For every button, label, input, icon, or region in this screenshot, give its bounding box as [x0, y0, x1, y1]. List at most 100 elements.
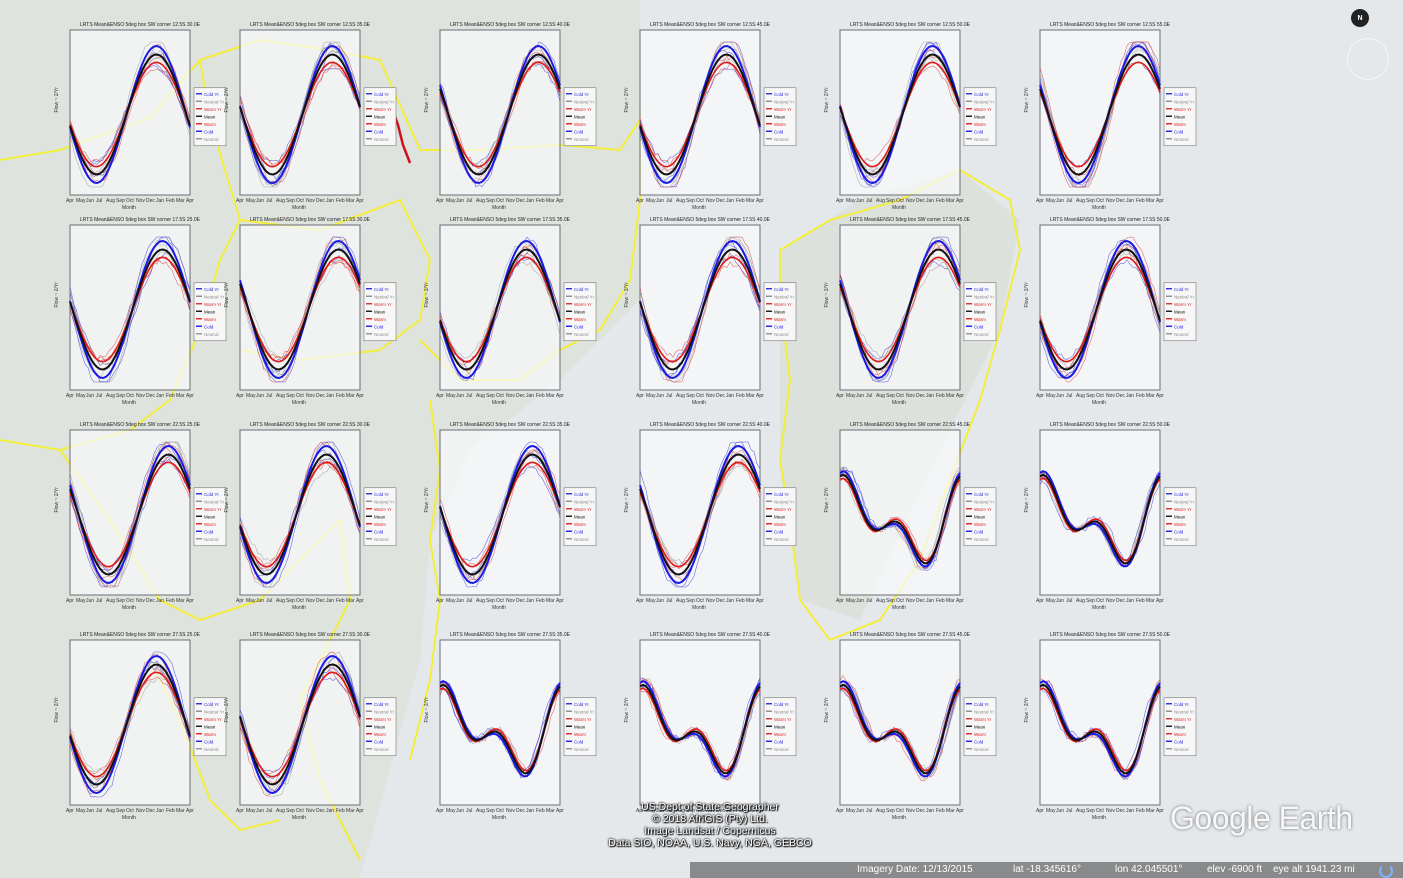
month-tick-label: Jun: [256, 808, 264, 814]
month-tick-label: Nov: [906, 808, 915, 814]
month-tick-label: Jun: [256, 598, 264, 604]
month-tick-label: Feb: [736, 808, 745, 814]
month-tick-label: Jul: [466, 393, 472, 399]
seasonal-flow-chart: LRTS Mean&ENSO 5deg box SW corner 17.5S …: [54, 217, 230, 415]
legend-entry: Mean: [1174, 724, 1186, 729]
chart-svg: LRTS Mean&ENSO 5deg box SW corner 27.5S …: [624, 632, 797, 821]
legend-entry: Warm Yr: [774, 507, 792, 512]
month-tick-label: Mar: [546, 198, 555, 204]
chart-svg: LRTS Mean&ENSO 5deg box SW corner 22.5S …: [424, 422, 597, 611]
x-axis-label: Month: [492, 205, 506, 211]
y-axis-label: Flow ~ 2/Yr: [54, 87, 60, 113]
chart-legend: Cold Yr Neutral Yr Warm Yr Mean Warm Cold Neut…: [763, 282, 797, 342]
chart-legend: Cold Yr Neutral Yr Warm Yr Mean Warm Cold Neut…: [563, 282, 597, 342]
y-axis-label: Flow ~ 2/Yr: [424, 282, 430, 308]
legend-entry: Cold Yr: [774, 92, 789, 97]
month-tick-label: Dec: [316, 808, 325, 814]
month-tick-label: Aug: [1076, 198, 1085, 204]
x-axis-label: Month: [122, 205, 136, 211]
chart-svg: LRTS Mean&ENSO 5deg box SW corner 27.5S …: [824, 632, 997, 821]
month-tick-label: Oct: [126, 198, 134, 204]
composite-curve: [69, 453, 191, 576]
legend-entry: Warm: [374, 317, 386, 322]
month-tick-label: Jun: [86, 598, 94, 604]
month-tick-label: Aug: [1076, 808, 1085, 814]
navigation-ring-icon[interactable]: [1347, 38, 1389, 80]
legend-entry: Cold Yr: [774, 702, 789, 707]
month-tick-label: Feb: [736, 598, 745, 604]
month-tick-label: Jul: [466, 198, 472, 204]
composite-curve: [69, 53, 191, 176]
month-tick-label: Apr: [636, 198, 644, 204]
month-tick-label: Nov: [706, 598, 715, 604]
y-axis-label: Flow ~ 2/Yr: [424, 697, 430, 723]
x-axis-label: Month: [492, 815, 506, 821]
chart-title: LRTS Mean&ENSO 5deg box SW corner 22.5S …: [250, 422, 371, 428]
month-tick-label: Sep: [286, 198, 295, 204]
month-tick-label: Nov: [136, 198, 145, 204]
legend-entry: Warm: [574, 317, 586, 322]
legend-entry: Cold: [1174, 324, 1184, 329]
month-tick-label: Oct: [896, 198, 904, 204]
month-tick-label: Sep: [486, 598, 495, 604]
legend-entry: Warm Yr: [774, 107, 792, 112]
month-tick-label: Nov: [136, 393, 145, 399]
legend-entry: Cold: [204, 739, 214, 744]
month-tick-label: Aug: [676, 198, 685, 204]
attribution-line: US Dept of State Geographer: [641, 801, 779, 813]
composite-curve: [69, 248, 191, 371]
imagery-date: Imagery Date: 12/13/2015: [857, 864, 973, 875]
month-tick-label: Jul: [266, 198, 272, 204]
legend-entry: Warm Yr: [204, 507, 222, 512]
month-tick-label: Feb: [936, 808, 945, 814]
chart-legend: Cold Yr Neutral Yr Warm Yr Mean Warm Cold Neut…: [363, 697, 397, 757]
month-tick-label: Mar: [746, 808, 755, 814]
month-tick-label: Oct: [126, 808, 134, 814]
chart-legend: Cold Yr Neutral Yr Warm Yr Mean Warm Cold Neut…: [563, 487, 597, 547]
chart-title: LRTS Mean&ENSO 5deg box SW corner 27.5S …: [80, 632, 201, 638]
composite-curve: [439, 453, 561, 576]
legend-entry: Neutral: [774, 747, 789, 752]
month-tick-label: Apr: [956, 808, 964, 814]
legend-entry: Neutral Yr: [374, 294, 395, 299]
seasonal-flow-chart: LRTS Mean&ENSO 5deg box SW corner 12.5S …: [824, 22, 1000, 220]
month-tick-label: Apr: [956, 598, 964, 604]
month-tick-label: Dec: [516, 598, 525, 604]
month-tick-label: Dec: [916, 198, 925, 204]
legend-entry: Cold Yr: [374, 492, 389, 497]
month-tick-label: Jul: [1066, 198, 1072, 204]
month-tick-label: Sep: [116, 598, 125, 604]
month-tick-label: Mar: [746, 393, 755, 399]
month-tick-label: Jun: [856, 198, 864, 204]
legend-entry: Neutral: [374, 537, 389, 542]
composite-curve: [439, 61, 561, 168]
north-compass-icon[interactable]: N: [1351, 9, 1369, 27]
month-tick-label: Jan: [326, 598, 334, 604]
month-tick-label: Jul: [96, 808, 102, 814]
x-axis-label: Month: [122, 815, 136, 821]
chart-svg: LRTS Mean&ENSO 5deg box SW corner 12.5S …: [224, 22, 397, 211]
month-tick-label: Oct: [126, 393, 134, 399]
x-axis-label: Month: [692, 605, 706, 611]
composite-curve: [239, 663, 361, 786]
month-tick-label: Apr: [956, 393, 964, 399]
legend-entry: Warm: [374, 122, 386, 127]
y-axis-label: Flow ~ 2/Yr: [54, 697, 60, 723]
legend-entry: Cold Yr: [774, 287, 789, 292]
legend-entry: Neutral: [1174, 137, 1189, 142]
y-axis-label: Flow ~ 2/Yr: [624, 282, 630, 308]
legend-entry: Cold Yr: [1174, 492, 1189, 497]
seasonal-flow-chart: LRTS Mean&ENSO 5deg box SW corner 22.5S …: [624, 422, 800, 620]
x-axis-label: Month: [122, 605, 136, 611]
month-tick-label: Oct: [696, 393, 704, 399]
chart-legend: Cold Yr Neutral Yr Warm Yr Mean Warm Cold Neut…: [363, 487, 397, 547]
month-tick-label: Oct: [696, 808, 704, 814]
month-tick-label: Jun: [456, 808, 464, 814]
legend-entry: Cold: [204, 129, 214, 134]
legend-entry: Cold Yr: [204, 92, 219, 97]
seasonal-flow-chart: LRTS Mean&ENSO 5deg box SW corner 12.5S …: [424, 22, 600, 220]
composite-curve: [639, 461, 761, 568]
seasonal-flow-chart: LRTS Mean&ENSO 5deg box SW corner 12.5S …: [1024, 22, 1200, 220]
month-tick-label: Apr: [836, 198, 844, 204]
